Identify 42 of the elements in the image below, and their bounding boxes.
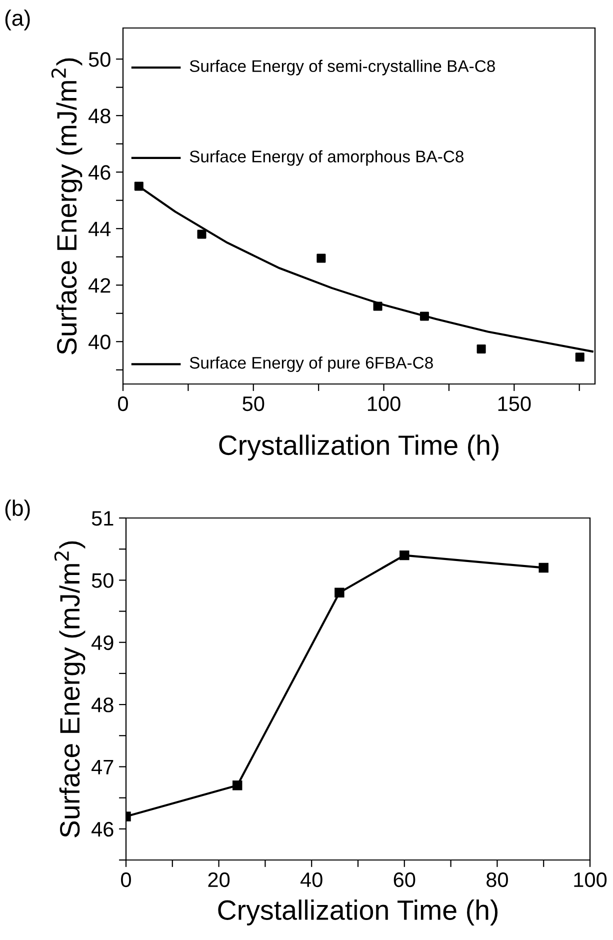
x-tick-label: 0 [121, 872, 131, 888]
y-tick-label: 44 [88, 222, 111, 236]
x-tick-label: 60 [394, 872, 416, 888]
chart-title: (b) [5, 500, 30, 520]
x-tick-label: 50 [242, 396, 264, 412]
point [373, 302, 382, 311]
ref-line-label: Surface Energy of pure 6FBA-C8 [190, 356, 433, 372]
x-axis-title: Crystallization Time (h) [218, 900, 498, 926]
x-tick-label: 100 [574, 872, 607, 888]
point [420, 312, 429, 321]
point [232, 780, 242, 790]
y-axis-title: Surface Energy (mJ/m$^{2}$) [51, 58, 82, 354]
y-tick-label: 50 [88, 52, 110, 67]
x-tick-label: 20 [208, 872, 230, 888]
x-tick-label: 100 [368, 396, 400, 412]
y-tick-label: 48 [88, 108, 110, 124]
point [575, 352, 584, 362]
ref-line-label: Surface Energy of amorphous BA-C8 [190, 150, 464, 166]
y-tick-label: 51 [92, 511, 114, 526]
y-tick-label: 49 [92, 635, 114, 650]
x-tick-label: 0 [118, 396, 128, 412]
point [400, 550, 410, 560]
y-tick-label: 47 [92, 760, 114, 774]
x-axis-title: Crystallization Time (h) [219, 434, 499, 461]
y-tick-label: 50 [92, 573, 114, 588]
y-tick-label: 48 [92, 698, 114, 712]
point [476, 344, 486, 354]
y-tick-label: 40 [88, 334, 110, 350]
y-tick-label: 46 [92, 822, 114, 837]
x-tick-label: 80 [486, 872, 508, 888]
point [538, 562, 548, 573]
y-tick-label: 42 [88, 278, 110, 293]
point [334, 588, 344, 598]
point [316, 254, 326, 263]
point [197, 230, 206, 239]
point [134, 182, 144, 191]
x-tick-label: 40 [300, 872, 322, 888]
x-tick-label: 150 [498, 396, 531, 412]
chart-title: (a) [5, 10, 30, 30]
y-axis-title: Surface Energy (mJ/m$^{2}$) [54, 541, 86, 838]
y-tick-label: 46 [88, 165, 110, 180]
ref-line-label: Surface Energy of semi-crystalline BA-C8 [190, 60, 495, 76]
